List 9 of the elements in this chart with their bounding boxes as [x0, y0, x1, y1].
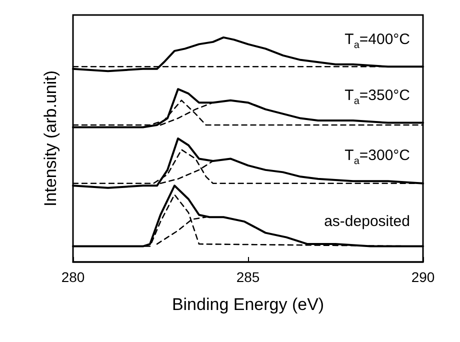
x-axis-title: Binding Energy (eV) [172, 295, 324, 314]
x-tick-label: 280 [61, 269, 85, 285]
x-tick-label: 285 [236, 269, 260, 285]
x-tick-label: 290 [411, 269, 435, 285]
annotation: T$_{a}$=400°C [344, 30, 410, 53]
annotation: T$_{a}$=300°C [344, 147, 410, 170]
y-axis-title: Intensity (arb.unit) [41, 70, 60, 207]
annotation: as-deposited [324, 213, 410, 232]
annotation: T$_{a}$=350°C [344, 86, 410, 109]
